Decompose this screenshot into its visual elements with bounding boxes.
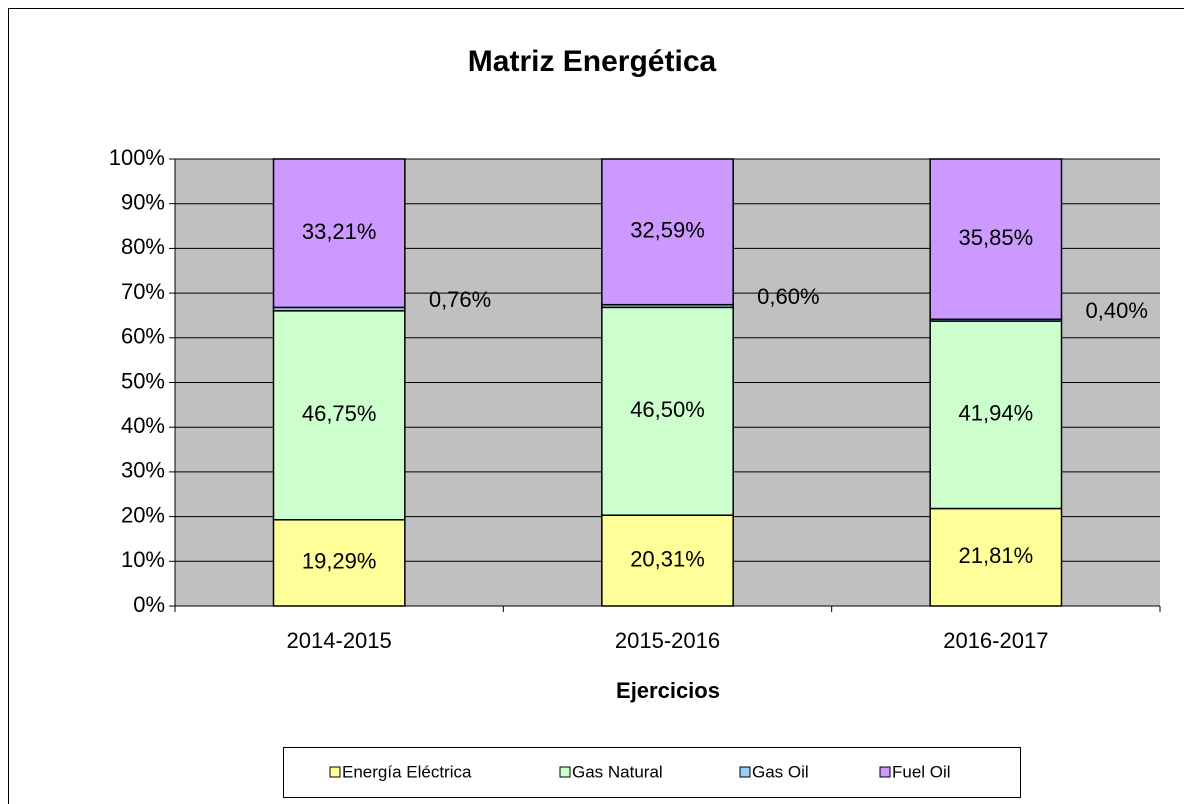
bar-segment (601, 514, 734, 607)
y-tick-label: 90% (121, 190, 165, 215)
x-axis-label: Ejercicios (616, 678, 720, 703)
data-label: 19,29% (302, 549, 377, 574)
legend-swatch (879, 766, 891, 778)
legend-label: Gas Oil (752, 762, 809, 781)
y-tick-label: 70% (121, 279, 165, 304)
data-label: 41,94% (959, 401, 1034, 426)
data-label: 46,50% (630, 397, 705, 422)
bar-segment (272, 310, 406, 521)
legend-label: Gas Natural (572, 762, 663, 781)
bar-segment (929, 158, 1063, 320)
y-tick-label: 40% (121, 413, 165, 438)
y-tick-label: 80% (121, 234, 165, 259)
legend-swatch (329, 766, 341, 778)
bar-segment (929, 507, 1063, 607)
legend-label: Energía Eléctrica (342, 762, 472, 781)
data-label: 20,31% (630, 546, 705, 571)
x-tick-label: 2016-2017 (943, 628, 1048, 653)
y-tick-label: 50% (121, 368, 165, 393)
chart-title: Matriz Energética (468, 45, 717, 78)
data-label: 32,59% (630, 218, 705, 243)
x-tick-label: 2015-2016 (615, 628, 720, 653)
data-label: 35,85% (959, 225, 1034, 250)
y-tick-label: 100% (109, 145, 165, 170)
bar-segment (601, 158, 734, 306)
y-tick-label: 60% (121, 324, 165, 349)
data-label: 0,40% (1086, 298, 1148, 323)
x-tick-label: 2014-2015 (287, 628, 392, 653)
data-label: 46,75% (302, 401, 377, 426)
legend-label: Fuel Oil (892, 762, 951, 781)
data-label: 21,81% (959, 543, 1034, 568)
y-tick-label: 30% (121, 458, 165, 483)
bar-segment (601, 306, 734, 516)
legend-swatch (559, 766, 571, 778)
y-tick-label: 0% (133, 592, 165, 617)
bar-segment (929, 320, 1063, 510)
bar-segment (272, 519, 406, 607)
y-tick-label: 10% (121, 547, 165, 572)
y-tick-label: 20% (121, 502, 165, 527)
data-label: 33,21% (302, 219, 377, 244)
legend-swatch (739, 766, 751, 778)
data-label: 0,60% (757, 284, 819, 309)
bar-segment (272, 158, 406, 309)
data-label: 0,76% (429, 287, 491, 312)
legend-box (283, 747, 1021, 798)
